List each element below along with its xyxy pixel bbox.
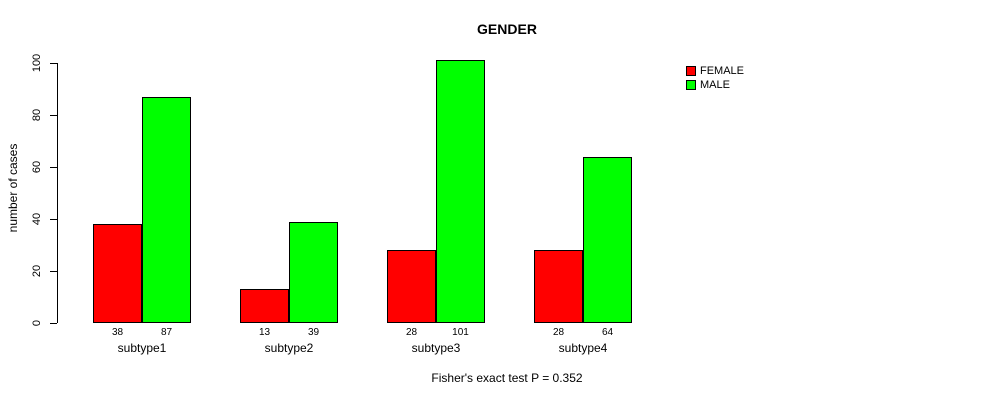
y-tick-label: 0	[31, 319, 43, 327]
annotation-fishers-test: Fisher's exact test P = 0.352	[431, 371, 583, 385]
bar-female	[534, 250, 583, 323]
bar-value-label: 28	[552, 327, 565, 338]
bar-value-label: 101	[452, 327, 469, 338]
y-axis-line	[57, 63, 58, 323]
bar-value-label: 13	[258, 327, 271, 338]
bar-value-label: 39	[307, 327, 320, 338]
y-axis-label: number of cases	[6, 143, 20, 233]
y-tick-label: 100	[31, 53, 43, 73]
legend-item: MALE	[686, 78, 744, 92]
y-tick-label: 80	[31, 108, 43, 122]
category-label: subtype2	[264, 341, 314, 355]
bar-male	[436, 60, 485, 323]
y-tick-label: 60	[31, 160, 43, 174]
bar-female	[93, 224, 142, 323]
bar-value-label: 38	[111, 327, 124, 338]
bar-value-label: 28	[405, 327, 418, 338]
bar-male	[583, 157, 632, 323]
category-label: subtype4	[558, 341, 608, 355]
legend-label: FEMALE	[700, 65, 745, 77]
category-label: subtype1	[117, 341, 167, 355]
y-tick-label: 40	[31, 212, 43, 226]
legend-label: MALE	[700, 79, 730, 91]
bar-male	[289, 222, 338, 323]
legend-swatch-icon	[686, 66, 696, 76]
legend: FEMALE MALE	[686, 64, 744, 92]
bar-female	[240, 289, 289, 323]
category-label: subtype3	[411, 341, 461, 355]
chart-title: GENDER	[477, 21, 537, 37]
y-tick	[50, 63, 57, 64]
legend-item: FEMALE	[686, 64, 744, 78]
y-tick	[50, 115, 57, 116]
y-tick	[50, 167, 57, 168]
y-tick	[50, 271, 57, 272]
bar-male	[142, 97, 191, 323]
legend-swatch-icon	[686, 80, 696, 90]
y-tick-label: 20	[31, 264, 43, 278]
y-tick	[50, 219, 57, 220]
bar-value-label: 64	[601, 327, 614, 338]
bar-female	[387, 250, 436, 323]
y-tick	[50, 323, 57, 324]
bar-value-label: 87	[160, 327, 173, 338]
